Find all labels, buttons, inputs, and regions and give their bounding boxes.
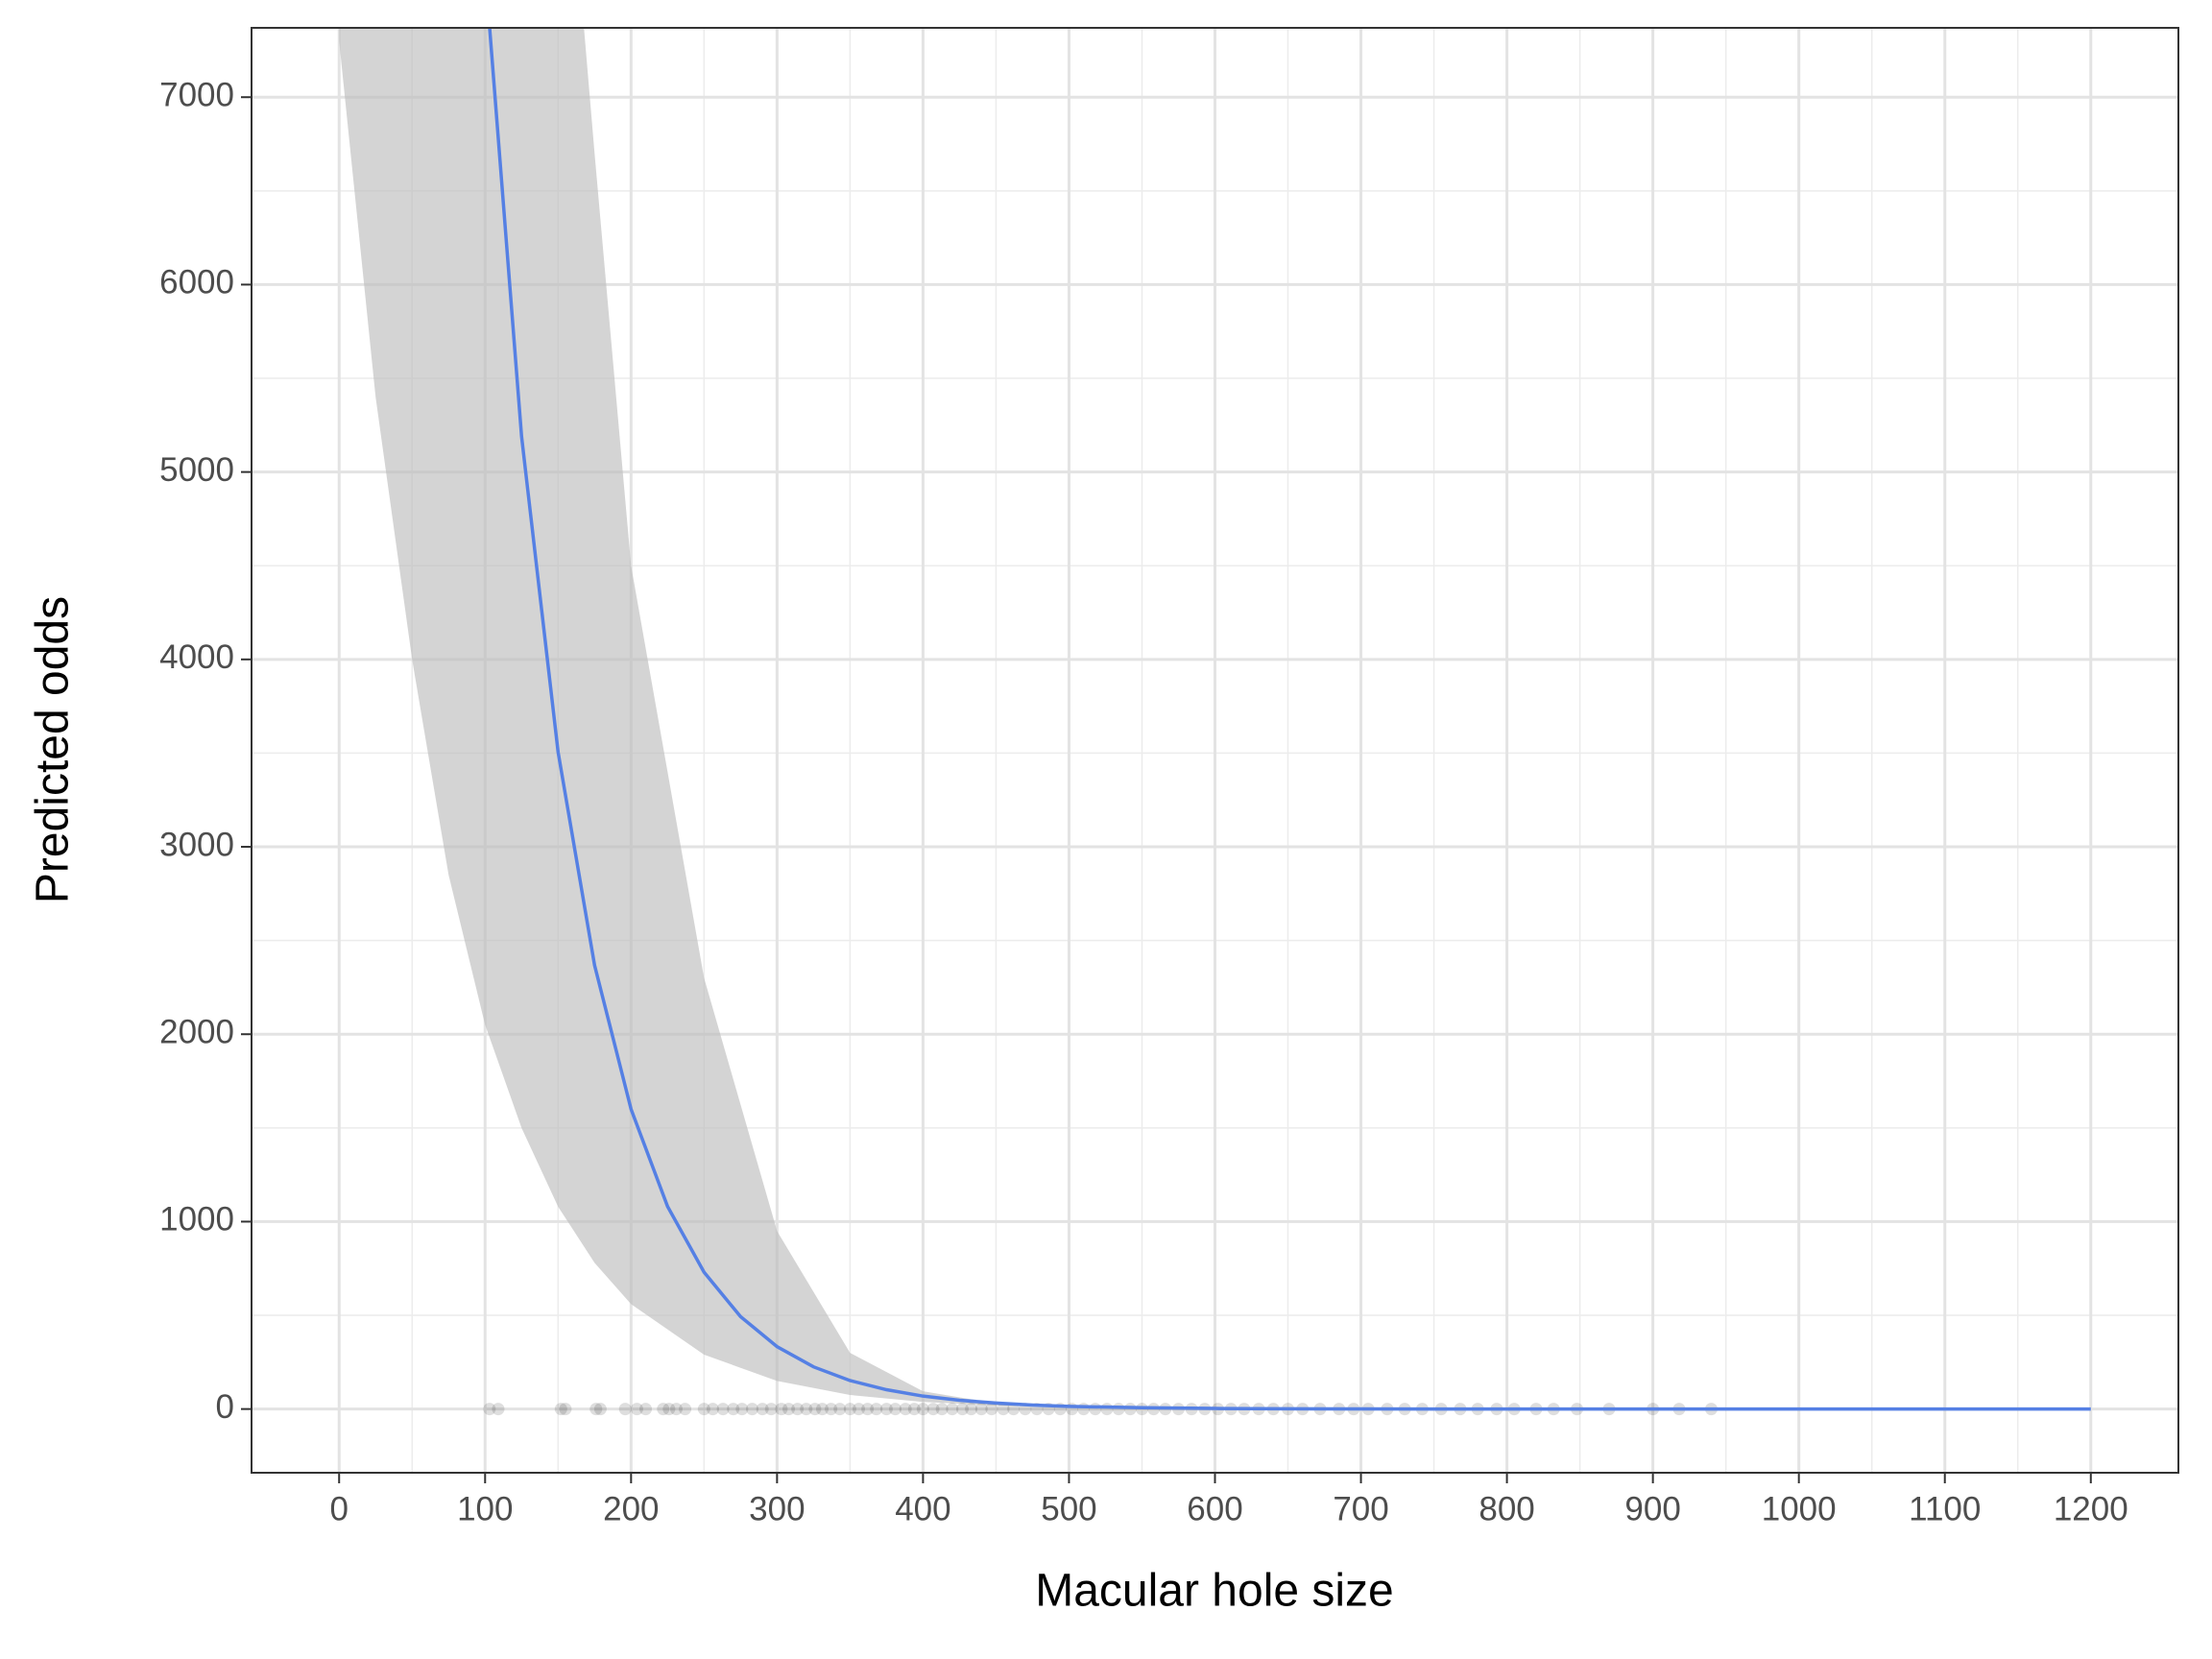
x-tick-label: 700 (1333, 1490, 1388, 1527)
data-point (589, 1403, 603, 1416)
data-point (746, 1403, 759, 1416)
data-point (843, 1403, 856, 1416)
x-tick-label: 0 (329, 1490, 348, 1527)
data-point (907, 1403, 921, 1416)
x-tick-label: 1200 (2054, 1490, 2128, 1527)
data-point (756, 1403, 769, 1416)
data-point (853, 1403, 866, 1416)
data-point (985, 1403, 998, 1416)
x-tick-label: 600 (1187, 1490, 1242, 1527)
y-tick-label: 1000 (159, 1201, 234, 1238)
data-point (800, 1403, 813, 1416)
data-point (833, 1403, 847, 1416)
axes: 0 100 200 300 400 500 600 700 800 900 1000 1100 1200… (159, 76, 2128, 1527)
data-point (926, 1403, 940, 1416)
y-axis-title: Predicted odds (28, 596, 79, 903)
x-tick-label: 500 (1041, 1490, 1096, 1527)
data-point (946, 1403, 959, 1416)
data-point (889, 1403, 902, 1416)
data-point (825, 1403, 838, 1416)
data-point (483, 1403, 496, 1416)
data-point (593, 1403, 607, 1416)
data-point (775, 1403, 788, 1416)
data-point (679, 1403, 692, 1416)
data-point (716, 1403, 730, 1416)
x-tick-label: 800 (1479, 1490, 1534, 1527)
data-point (657, 1403, 670, 1416)
data-point (1065, 1403, 1078, 1416)
data-point (559, 1403, 572, 1416)
data-point (764, 1403, 778, 1416)
data-point (706, 1403, 719, 1416)
y-tick-label: 7000 (159, 76, 234, 113)
data-point (974, 1403, 988, 1416)
data-point (935, 1403, 949, 1416)
data-point (639, 1403, 653, 1416)
data-point (662, 1403, 676, 1416)
data-point (1007, 1403, 1021, 1416)
data-point (879, 1403, 893, 1416)
data-point (1077, 1403, 1091, 1416)
data-point (554, 1403, 567, 1416)
data-point (669, 1403, 683, 1416)
data-point (618, 1403, 632, 1416)
data-point (791, 1403, 805, 1416)
data-point (492, 1403, 505, 1416)
x-tick-label: 1100 (1909, 1490, 1981, 1527)
y-tick-label: 4000 (159, 638, 234, 676)
data-point (870, 1403, 883, 1416)
data-point (916, 1403, 929, 1416)
x-tick-label: 900 (1624, 1490, 1680, 1527)
data-point (1100, 1403, 1114, 1416)
y-tick-label: 0 (216, 1388, 234, 1426)
y-tick-label: 3000 (159, 826, 234, 863)
data-point (965, 1403, 978, 1416)
y-tick-label: 2000 (159, 1013, 234, 1050)
data-point (808, 1403, 822, 1416)
data-point (630, 1403, 643, 1416)
data-point (997, 1403, 1010, 1416)
x-tick-label: 200 (603, 1490, 659, 1527)
confidence-band (339, 28, 2091, 1409)
data-point (727, 1403, 740, 1416)
x-tick-label: 400 (895, 1490, 950, 1527)
data-point (955, 1403, 969, 1416)
y-tick-label: 5000 (159, 451, 234, 489)
data-point (815, 1403, 829, 1416)
data-point (782, 1403, 796, 1416)
y-tick-label: 6000 (159, 264, 234, 301)
data-point (735, 1403, 749, 1416)
data-point (697, 1403, 710, 1416)
x-axis-title: Macular hole size (1035, 1566, 1394, 1617)
x-tick-label: 1000 (1762, 1490, 1837, 1527)
plot-area (339, 28, 2091, 1416)
data-point (899, 1403, 912, 1416)
x-tick-label: 300 (749, 1490, 805, 1527)
fitted-line (488, 28, 2091, 1411)
x-tick-label: 100 (457, 1490, 513, 1527)
data-point (1089, 1403, 1102, 1416)
data-point (861, 1403, 875, 1416)
